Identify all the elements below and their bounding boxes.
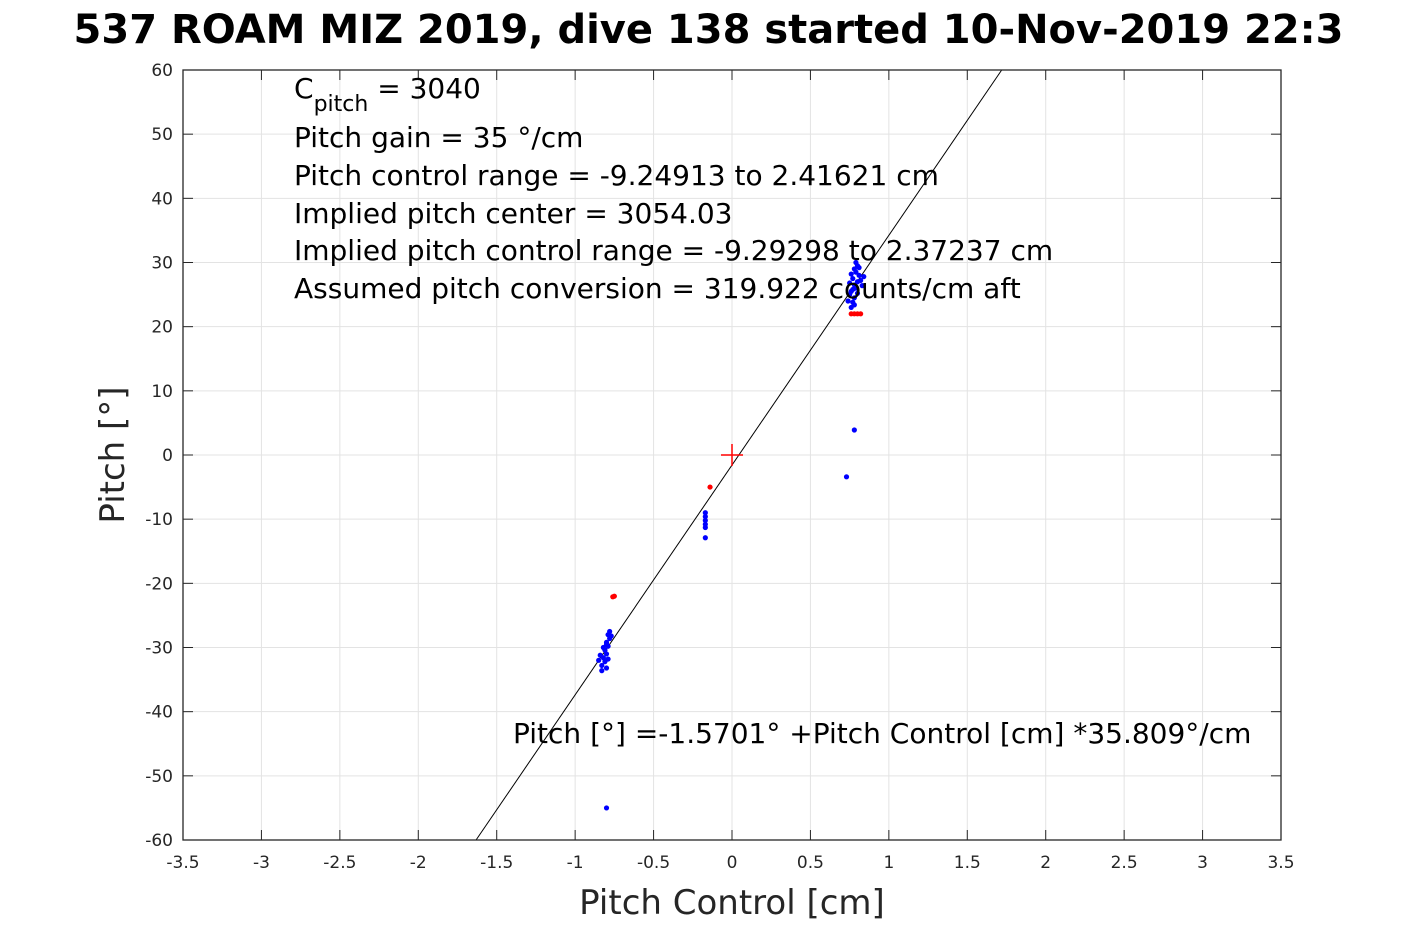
blue-data-point [702, 524, 708, 531]
axis-ticks [182, 69, 1282, 841]
x-tick-label: 3 [1197, 853, 1208, 873]
x-tick-label: -2.5 [323, 853, 356, 873]
blue-data-point [850, 275, 856, 282]
y-axis-label: Pitch [°] [93, 386, 133, 523]
blue-data-point [851, 302, 857, 308]
blue-data-point [856, 265, 862, 271]
blue-data-point [851, 282, 857, 288]
x-tick-label: -3 [253, 853, 270, 873]
blue-data-point [850, 286, 856, 293]
center-marker-group [721, 444, 743, 466]
annotation-conversion: Assumed pitch conversion = 319.922 count… [294, 272, 1021, 305]
blue-data-point [596, 657, 602, 663]
c-pitch-subscript: pitch [314, 92, 369, 117]
y-tick-label: -20 [145, 574, 173, 594]
series-used-points [596, 259, 867, 811]
blue-data-point [702, 517, 708, 524]
blue-data-point [859, 283, 865, 289]
blue-data-point [847, 280, 853, 286]
x-tick-label: -1 [567, 853, 584, 873]
c-pitch-value: = 3040 [368, 72, 481, 105]
y-tick-label: 60 [151, 61, 173, 81]
x-tick-label: 2 [1040, 853, 1051, 873]
x-tick-label: 2.5 [1111, 853, 1138, 873]
blue-data-point [599, 662, 605, 669]
blue-data-point [608, 633, 614, 639]
blue-data-point [843, 474, 850, 480]
blue-data-point [851, 295, 857, 301]
x-tick-label: -1.5 [480, 853, 513, 873]
annotation-pitch-control-range: Pitch control range = -9.24913 to 2.4162… [294, 159, 939, 192]
blue-data-point [861, 274, 867, 280]
series-excluded-points [610, 311, 864, 600]
blue-data-point [845, 298, 851, 304]
chart-title: 537 ROAM MIZ 2019, dive 138 started 10-N… [0, 6, 1417, 54]
blue-data-point [702, 514, 708, 520]
annotation-implied-range: Implied pitch control range = -9.29298 t… [294, 234, 1053, 267]
blue-data-point [856, 272, 862, 278]
blue-data-point [600, 644, 606, 651]
y-tick-label: 10 [151, 382, 173, 402]
blue-data-point [702, 535, 708, 541]
blue-data-point [603, 651, 610, 657]
x-tick-label: 0.5 [797, 853, 824, 873]
x-tick-label: 1.5 [954, 853, 981, 873]
blue-data-point [603, 641, 610, 647]
blue-data-point [853, 259, 859, 266]
blue-data-point [851, 266, 857, 272]
x-tick-labels: -3.5 -3 -2.5 -2 -1.5 -1 -0.5 0 0.5 1 1.5 2 2.5 3 3.5 [166, 853, 1294, 873]
annotation-c-pitch: Cpitch = 3040 [294, 72, 481, 117]
y-tick-label: 0 [162, 446, 173, 466]
x-tick-label: -3.5 [166, 853, 199, 873]
y-tick-label: -40 [145, 703, 173, 723]
blue-data-point [599, 668, 605, 674]
blue-data-point [605, 656, 611, 662]
annotation-pitch-gain: Pitch gain = 35 °/cm [294, 121, 583, 154]
blue-data-point [858, 277, 864, 284]
data-points [596, 259, 867, 811]
x-tick-label: 0 [727, 853, 738, 873]
x-axis-label: Pitch Control [cm] [579, 883, 885, 923]
red-data-point [611, 593, 617, 599]
c-pitch-base: C [294, 72, 314, 105]
y-tick-label: -50 [145, 767, 173, 787]
y-tick-label: 50 [151, 125, 173, 145]
blue-data-point [848, 271, 854, 277]
y-tick-label: -30 [145, 639, 173, 659]
x-tick-label: 1 [883, 853, 894, 873]
red-data-point [858, 311, 864, 317]
y-tick-label: -60 [145, 831, 173, 851]
blue-data-point [854, 290, 861, 296]
y-tick-labels: 60 50 40 30 20 10 0 -10 -20 -30 -40 -50 -60 [145, 61, 173, 851]
annotation-block: Cpitch = 3040 Pitch gain = 35 °/cm Pitch… [294, 72, 1053, 305]
y-tick-label: 40 [151, 189, 173, 209]
blue-data-point [702, 510, 708, 516]
blue-data-point [603, 805, 610, 811]
y-tick-label: -10 [145, 510, 173, 530]
x-tick-label: -0.5 [637, 853, 670, 873]
red-data-point [707, 484, 713, 490]
x-tick-label: -2 [410, 853, 427, 873]
blue-data-point [603, 665, 610, 671]
blue-data-point [851, 427, 857, 433]
x-tick-label: 3.5 [1267, 853, 1294, 873]
y-tick-label: 30 [151, 254, 173, 274]
y-tick-label: 20 [151, 318, 173, 338]
chart-title-text: 537 ROAM MIZ 2019, dive 138 started 10-N… [73, 7, 1344, 53]
blue-data-point [597, 652, 603, 658]
annotation-implied-center: Implied pitch center = 3054.03 [294, 197, 732, 230]
fit-equation-label: Pitch [°] =-1.5701° +Pitch Control [cm] … [513, 717, 1251, 750]
